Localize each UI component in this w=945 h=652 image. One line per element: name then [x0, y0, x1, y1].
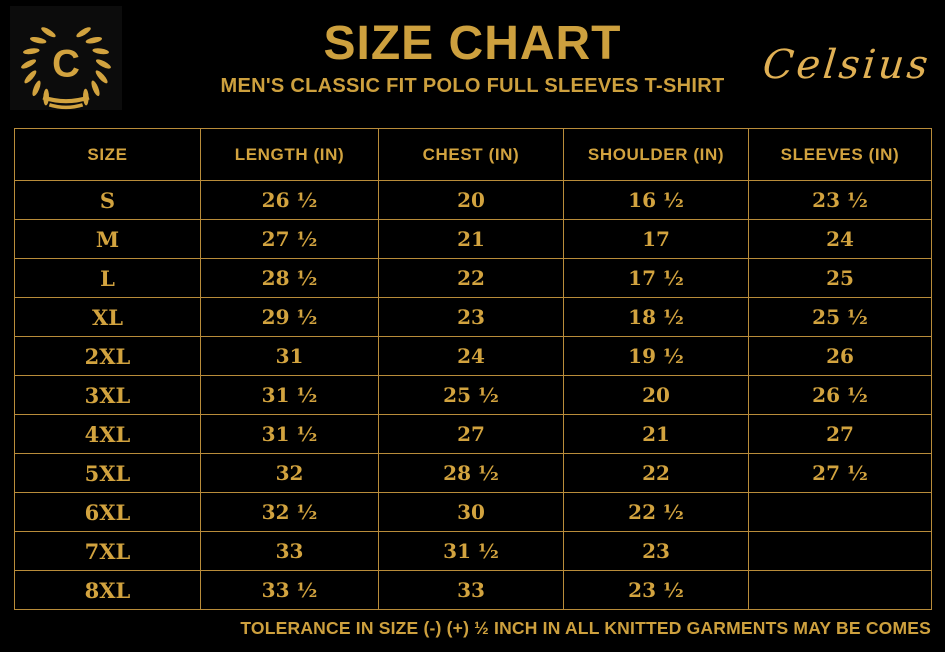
- table-row: 7XL 33 31 ½ 23: [14, 531, 932, 571]
- size-cell: 6XL: [14, 492, 201, 532]
- table-row: 6XL 32 ½ 30 22 ½: [14, 492, 932, 532]
- chest-cell: 23: [378, 297, 564, 337]
- brand-logo: C: [10, 6, 122, 110]
- size-cell: 5XL: [14, 453, 201, 493]
- size-cell: XL: [14, 297, 201, 337]
- table-row: S 26 ½ 20 16 ½ 23 ½: [14, 180, 932, 220]
- page-title: SIZE CHART: [323, 17, 622, 70]
- sleeves-cell: 25: [748, 258, 932, 298]
- shoulder-cell: 16 ½: [563, 180, 749, 220]
- table-row: 5XL 32 28 ½ 22 27 ½: [14, 453, 932, 493]
- sleeves-cell: [748, 570, 932, 610]
- column-header-shoulder: SHOULDER (IN): [563, 128, 749, 181]
- table-row: 4XL 31 ½ 27 21 27: [14, 414, 932, 454]
- length-cell: 32: [200, 453, 379, 493]
- chest-cell: 33: [378, 570, 564, 610]
- chest-cell: 20: [378, 180, 564, 220]
- length-cell: 33: [200, 531, 379, 571]
- table-header: SIZE LENGTH (IN) CHEST (IN) SHOULDER (IN…: [14, 128, 932, 181]
- laurel-wreath-icon: C: [19, 21, 113, 110]
- chest-cell: 21: [378, 219, 564, 259]
- shoulder-cell: 17 ½: [563, 258, 749, 298]
- table-row: 3XL 31 ½ 25 ½ 20 26 ½: [14, 375, 932, 415]
- chest-cell: 31 ½: [378, 531, 564, 571]
- shoulder-cell: 23: [563, 531, 749, 571]
- shoulder-cell: 18 ½: [563, 297, 749, 337]
- length-cell: 31: [200, 336, 379, 376]
- chest-cell: 22: [378, 258, 564, 298]
- chest-cell: 25 ½: [378, 375, 564, 415]
- logo-letter: C: [52, 43, 80, 86]
- size-chart-table: SIZE LENGTH (IN) CHEST (IN) SHOULDER (IN…: [14, 128, 932, 610]
- shoulder-cell: 19 ½: [563, 336, 749, 376]
- size-cell: 8XL: [14, 570, 201, 610]
- column-header-length: LENGTH (IN): [200, 128, 379, 181]
- sleeves-cell: 26 ½: [748, 375, 932, 415]
- chest-cell: 27: [378, 414, 564, 454]
- header-row: SIZE LENGTH (IN) CHEST (IN) SHOULDER (IN…: [14, 128, 932, 181]
- size-cell: M: [14, 219, 201, 259]
- shoulder-cell: 22: [563, 453, 749, 493]
- size-cell: 7XL: [14, 531, 201, 571]
- sleeves-cell: 27 ½: [748, 453, 932, 493]
- length-cell: 27 ½: [200, 219, 379, 259]
- sleeves-cell: 27: [748, 414, 932, 454]
- size-cell: 3XL: [14, 375, 201, 415]
- shoulder-cell: 17: [563, 219, 749, 259]
- table-row: 2XL 31 24 19 ½ 26: [14, 336, 932, 376]
- sleeves-cell: [748, 531, 932, 571]
- table-row: XL 29 ½ 23 18 ½ 25 ½: [14, 297, 932, 337]
- length-cell: 33 ½: [200, 570, 379, 610]
- size-table-body: S 26 ½ 20 16 ½ 23 ½ M 27 ½ 21 17 24 L 28…: [14, 180, 932, 610]
- column-header-size: SIZE: [14, 128, 201, 181]
- shoulder-cell: 22 ½: [563, 492, 749, 532]
- size-cell: 4XL: [14, 414, 201, 454]
- size-cell: L: [14, 258, 201, 298]
- table-row: 8XL 33 ½ 33 23 ½: [14, 570, 932, 610]
- title-block: SIZE CHART MEN'S CLASSIC FIT POLO FULL S…: [0, 0, 945, 98]
- page-subtitle: MEN'S CLASSIC FIT POLO FULL SLEEVES T-SH…: [220, 75, 725, 97]
- column-header-chest: CHEST (IN): [378, 128, 564, 181]
- length-cell: 31 ½: [200, 414, 379, 454]
- length-cell: 28 ½: [200, 258, 379, 298]
- column-header-sleeves: SLEEVES (IN): [748, 128, 932, 181]
- length-cell: 26 ½: [200, 180, 379, 220]
- table-row: M 27 ½ 21 17 24: [14, 219, 932, 259]
- tolerance-note: TOLERANCE IN SIZE (-) (+) ½ INCH IN ALL …: [240, 618, 931, 638]
- chest-cell: 24: [378, 336, 564, 376]
- table-row: L 28 ½ 22 17 ½ 25: [14, 258, 932, 298]
- sleeves-cell: [748, 492, 932, 532]
- sleeves-cell: 24: [748, 219, 932, 259]
- length-cell: 31 ½: [200, 375, 379, 415]
- shoulder-cell: 20: [563, 375, 749, 415]
- header: C SIZE CHART MEN'S CLASSIC FIT POLO FULL…: [0, 0, 945, 125]
- length-cell: 29 ½: [200, 297, 379, 337]
- size-cell: 2XL: [14, 336, 201, 376]
- size-cell: S: [14, 180, 201, 220]
- length-cell: 32 ½: [200, 492, 379, 532]
- shoulder-cell: 23 ½: [563, 570, 749, 610]
- brand-name: Celsius: [760, 42, 934, 88]
- sleeves-cell: 25 ½: [748, 297, 932, 337]
- sleeves-cell: 23 ½: [748, 180, 932, 220]
- sleeves-cell: 26: [748, 336, 932, 376]
- shoulder-cell: 21: [563, 414, 749, 454]
- chest-cell: 28 ½: [378, 453, 564, 493]
- chest-cell: 30: [378, 492, 564, 532]
